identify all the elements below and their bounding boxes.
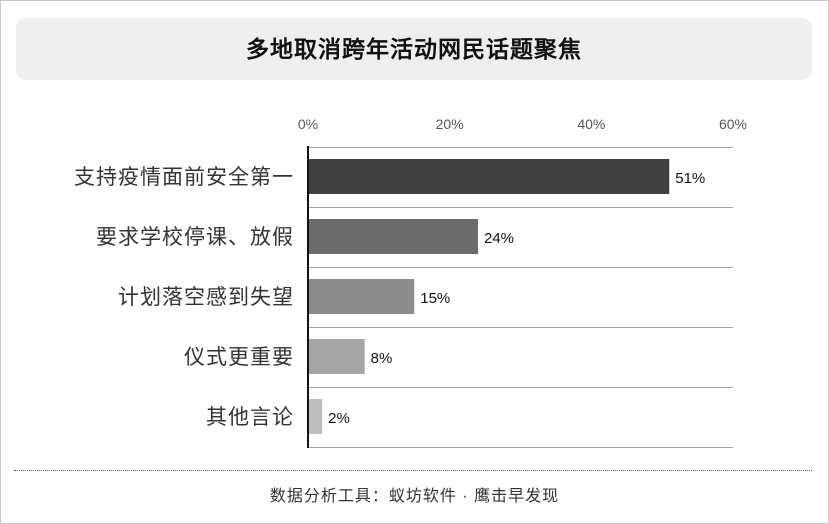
value-label: 24% [484, 230, 514, 247]
chart-title: 多地取消跨年活动网民话题聚焦 [246, 36, 582, 62]
x-tick-label: 0% [298, 116, 318, 132]
x-axis-tick-labels: 0% 20% 40% 60% [298, 116, 747, 132]
bar [308, 279, 415, 314]
value-label: 51% [675, 170, 705, 187]
bar [308, 339, 365, 374]
bars [308, 159, 670, 434]
category-label: 支持疫情面前安全第一 [74, 166, 294, 189]
gridlines [308, 147, 733, 448]
bar [308, 219, 478, 254]
x-tick-label: 20% [436, 116, 464, 132]
bar [308, 159, 670, 194]
source-footer: 数据分析工具：蚁坊软件 · 鹰击早发现 [269, 488, 560, 505]
category-label: 计划落空感到失望 [118, 286, 294, 309]
value-label: 2% [328, 410, 350, 427]
value-labels: 51% 24% 15% 8% 2% [328, 170, 705, 427]
category-label: 仪式更重要 [184, 346, 294, 369]
x-tick-label: 60% [719, 116, 747, 132]
bar [308, 399, 323, 434]
value-label: 8% [371, 350, 393, 367]
footer-divider [14, 470, 812, 471]
title-box: 多地取消跨年活动网民话题聚焦 [16, 18, 812, 80]
category-label: 要求学校停课、放假 [96, 226, 294, 249]
x-tick-label: 40% [577, 116, 605, 132]
category-label: 其他言论 [206, 406, 294, 429]
value-label: 15% [420, 290, 450, 307]
